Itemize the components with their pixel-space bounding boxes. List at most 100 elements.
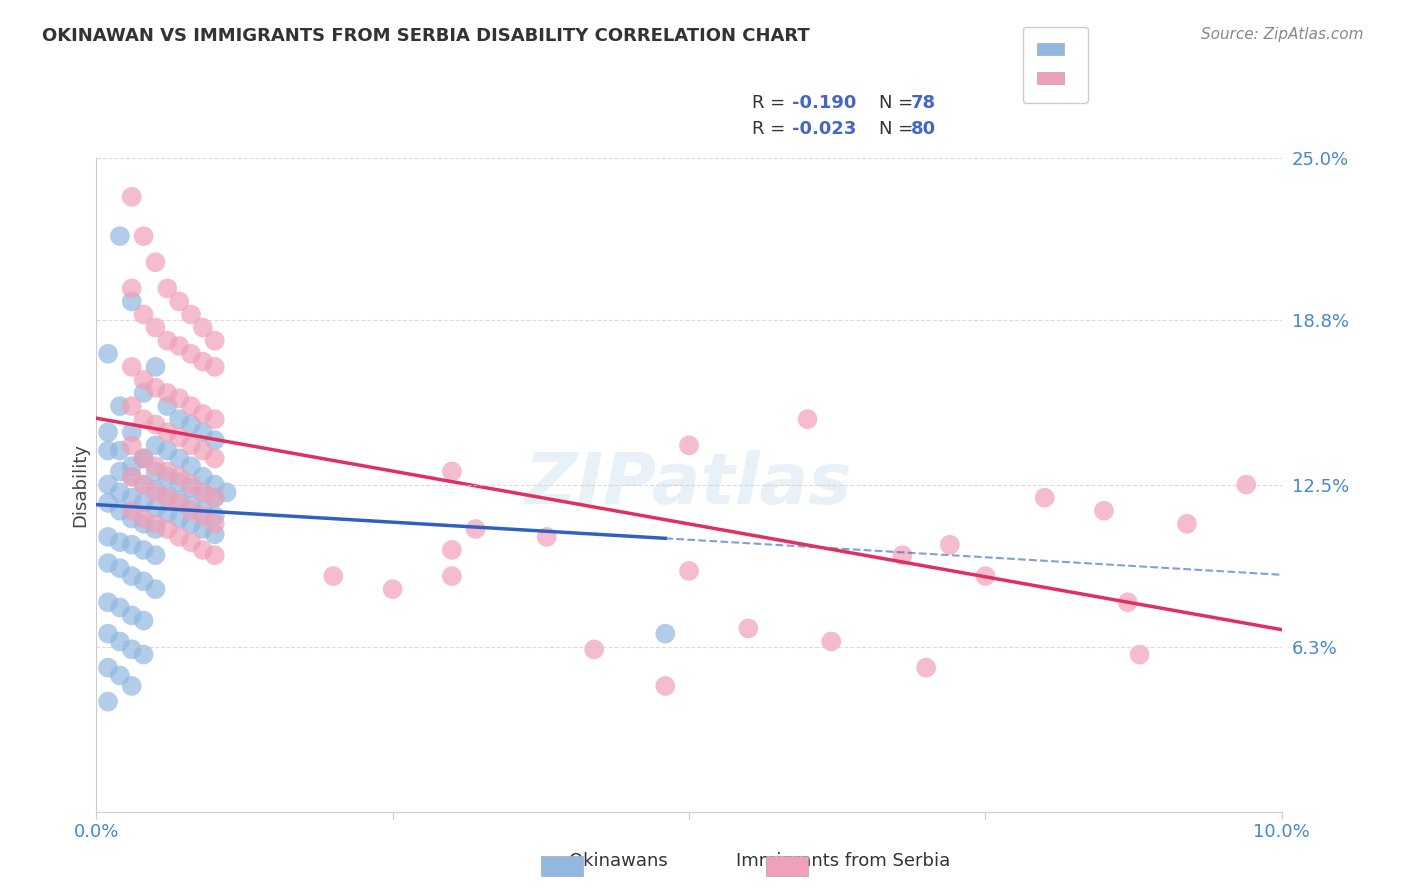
Point bbox=[191, 504, 214, 518]
Point bbox=[536, 530, 558, 544]
Point bbox=[132, 543, 155, 558]
Point bbox=[145, 483, 167, 497]
Point bbox=[132, 451, 155, 466]
Point bbox=[132, 496, 155, 510]
Point bbox=[145, 485, 167, 500]
Point bbox=[180, 477, 202, 491]
Point bbox=[654, 679, 676, 693]
Point bbox=[97, 530, 120, 544]
Point bbox=[204, 491, 226, 505]
Point bbox=[1116, 595, 1139, 609]
Point bbox=[156, 443, 179, 458]
Point bbox=[191, 354, 214, 368]
Point bbox=[180, 308, 202, 322]
Point bbox=[97, 660, 120, 674]
Point bbox=[121, 294, 143, 309]
Point bbox=[191, 543, 214, 558]
Point bbox=[132, 516, 155, 531]
Point bbox=[464, 522, 486, 536]
Text: Immigrants from Serbia: Immigrants from Serbia bbox=[737, 852, 950, 870]
Point bbox=[583, 642, 606, 657]
Point bbox=[440, 569, 463, 583]
Point bbox=[915, 660, 938, 674]
Point bbox=[108, 465, 131, 479]
Text: -0.190: -0.190 bbox=[792, 94, 856, 112]
Point bbox=[145, 359, 167, 374]
Point bbox=[121, 438, 143, 452]
Point bbox=[121, 569, 143, 583]
Point bbox=[132, 386, 155, 401]
Point bbox=[156, 491, 179, 505]
Point bbox=[121, 538, 143, 552]
Point bbox=[180, 516, 202, 531]
Point bbox=[121, 190, 143, 204]
Point bbox=[180, 417, 202, 432]
Point bbox=[121, 511, 143, 525]
Point bbox=[132, 412, 155, 426]
Point bbox=[737, 622, 759, 636]
Point bbox=[180, 504, 202, 518]
Point bbox=[121, 679, 143, 693]
Point bbox=[121, 642, 143, 657]
Point bbox=[132, 451, 155, 466]
Point bbox=[156, 399, 179, 413]
Point bbox=[108, 535, 131, 549]
Point bbox=[108, 668, 131, 682]
Point bbox=[121, 359, 143, 374]
Point bbox=[97, 695, 120, 709]
Point bbox=[167, 475, 190, 489]
Point bbox=[678, 564, 700, 578]
Point bbox=[145, 438, 167, 452]
Point bbox=[204, 412, 226, 426]
Point bbox=[145, 381, 167, 395]
Point bbox=[121, 469, 143, 483]
Point bbox=[108, 229, 131, 244]
Text: Source: ZipAtlas.com: Source: ZipAtlas.com bbox=[1201, 27, 1364, 42]
Point bbox=[108, 561, 131, 575]
Point bbox=[132, 614, 155, 628]
Point bbox=[204, 516, 226, 531]
Point bbox=[97, 496, 120, 510]
Point bbox=[145, 582, 167, 597]
Point bbox=[132, 451, 155, 466]
Y-axis label: Disability: Disability bbox=[72, 442, 89, 526]
Point bbox=[180, 438, 202, 452]
Point bbox=[204, 433, 226, 447]
Point bbox=[167, 391, 190, 405]
Point bbox=[1033, 491, 1056, 505]
Point bbox=[167, 496, 190, 510]
Point bbox=[204, 527, 226, 541]
Point bbox=[191, 469, 214, 483]
Text: Okinawans: Okinawans bbox=[569, 852, 668, 870]
Point bbox=[167, 469, 190, 483]
Point bbox=[167, 493, 190, 508]
Text: 78: 78 bbox=[911, 94, 936, 112]
Point bbox=[156, 386, 179, 401]
Point bbox=[440, 543, 463, 558]
Point bbox=[167, 412, 190, 426]
Point bbox=[97, 443, 120, 458]
Point bbox=[381, 582, 404, 597]
Point bbox=[156, 465, 179, 479]
Point bbox=[121, 425, 143, 440]
Point bbox=[145, 522, 167, 536]
Point bbox=[204, 359, 226, 374]
Point bbox=[974, 569, 997, 583]
Legend: , : , bbox=[1022, 27, 1088, 103]
Point bbox=[132, 477, 155, 491]
Point bbox=[132, 308, 155, 322]
Point bbox=[108, 399, 131, 413]
Point bbox=[145, 501, 167, 516]
Point bbox=[145, 255, 167, 269]
Point bbox=[820, 634, 842, 648]
Text: N =: N = bbox=[879, 120, 912, 138]
Point bbox=[156, 522, 179, 536]
Point bbox=[1175, 516, 1198, 531]
Point bbox=[204, 451, 226, 466]
Point bbox=[145, 548, 167, 562]
Point bbox=[132, 574, 155, 589]
Point bbox=[1092, 504, 1115, 518]
Text: ZIPatlas: ZIPatlas bbox=[526, 450, 852, 519]
Point bbox=[204, 491, 226, 505]
Point bbox=[191, 407, 214, 421]
